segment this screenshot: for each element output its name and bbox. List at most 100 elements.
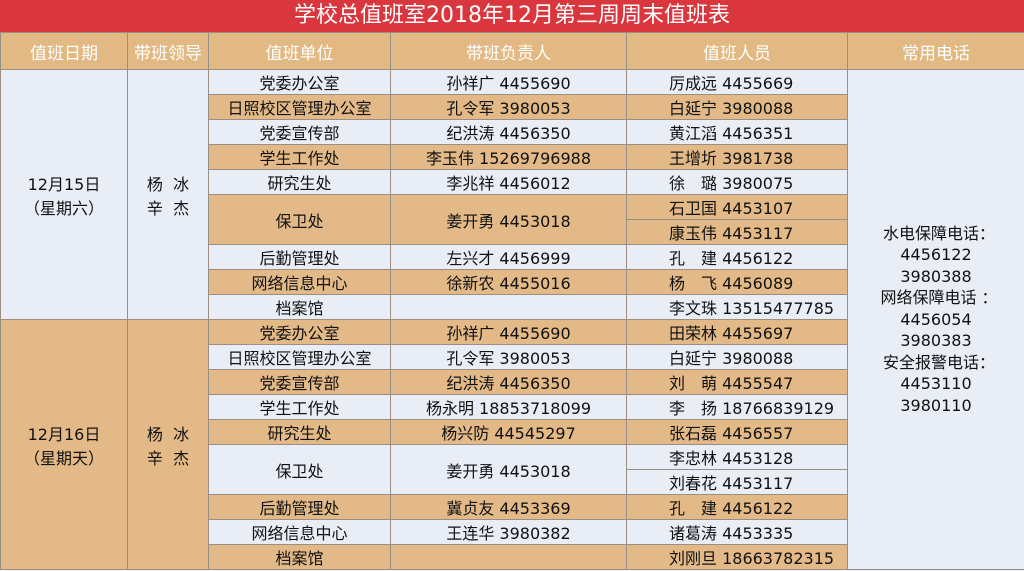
head-cell: 纪洪涛 4456350 xyxy=(390,119,627,145)
date: 12月16日 xyxy=(27,424,101,444)
weekday: （星期天） xyxy=(23,448,104,468)
staff-cell: 杨 飞 4456089 xyxy=(626,269,848,295)
header-staff: 值班人员 xyxy=(626,32,848,70)
header-head: 带班负责人 xyxy=(390,32,627,70)
head-cell: 李兆祥 4456012 xyxy=(390,169,627,195)
phone-label: 网络保障电话 ： xyxy=(880,288,998,308)
unit-cell: 保卫处 xyxy=(208,444,391,495)
phone-label: 水电保障电话： xyxy=(882,223,995,243)
head-cell: 徐新农 4455016 xyxy=(390,269,627,295)
head-cell xyxy=(390,294,627,320)
unit-cell: 日照校区管理办公室 xyxy=(208,94,391,120)
table-row: 学生工作处 杨永明 18853718099 李 扬 18766839129 xyxy=(1,394,1024,420)
staff-cell: 白延宁 3980088 xyxy=(626,94,848,120)
header-unit: 值班单位 xyxy=(208,32,391,70)
phone-number: 4453110 xyxy=(900,374,972,394)
phone-number: 4456122 xyxy=(900,245,972,265)
phone-number: 3980388 xyxy=(900,266,972,286)
unit-cell: 后勤管理处 xyxy=(208,244,391,270)
phone-label: 安全报警电话： xyxy=(882,352,995,372)
leader-cell: 杨 冰辛 杰 xyxy=(127,319,209,570)
table-row: 12月15日 （星期六）杨 冰辛 杰党委办公室 孙祥广 4455690 厉成远 445… xyxy=(0,69,1024,570)
phone-number: 3980110 xyxy=(900,395,972,415)
head-cell: 姜开勇 4453018 xyxy=(390,194,627,245)
date-cell: 12月15日 （星期六） xyxy=(0,69,128,320)
table-row: 日照校区管理办公室 孔令军 3980053 白延宁 3980088 xyxy=(1,344,1024,370)
table-row: 网络信息中心 徐新农 4455016 杨 飞 4456089 xyxy=(1,269,1024,295)
head-cell: 杨兴防 44545297 xyxy=(390,419,627,445)
unit-cell: 保卫处 xyxy=(208,194,391,245)
table-row: 日照校区管理办公室 孔令军 3980053 白延宁 3980088 xyxy=(1,94,1024,120)
unit-cell: 档案馆 xyxy=(208,294,391,320)
head-cell: 孔令军 3980053 xyxy=(390,344,627,370)
phone-number: 4456054 xyxy=(900,309,972,329)
table-row: 档案馆 李文珠 13515477785 xyxy=(1,294,1024,320)
unit-cell: 档案馆 xyxy=(208,544,391,570)
unit-cell: 学生工作处 xyxy=(208,144,391,170)
staff-cell: 石卫国 4453107 xyxy=(626,194,848,220)
head-cell: 冀贞友 4453369 xyxy=(390,494,627,520)
header-leader: 带班领导 xyxy=(127,32,209,70)
leader-cell: 杨 冰辛 杰 xyxy=(127,69,209,320)
page-title: 学校总值班室2018年12月第三周周末值班表 xyxy=(0,0,1024,32)
unit-cell: 学生工作处 xyxy=(208,394,391,420)
staff-cell: 厉成远 4455669 xyxy=(626,69,848,95)
unit-cell: 日照校区管理办公室 xyxy=(208,344,391,370)
table-row: 12月16日 （星期天）杨 冰辛 杰党委办公室 孙祥广 4455690 田荣林 445… xyxy=(0,319,1024,570)
staff-cell: 刘 萌 4455547 xyxy=(626,369,848,395)
table-row: 档案馆 刘刚旦 18663782315 xyxy=(1,544,1024,570)
unit-cell: 网络信息中心 xyxy=(208,269,391,295)
staff-cell: 刘春花 4453117 xyxy=(626,469,848,495)
unit-cell: 党委办公室 xyxy=(208,319,391,345)
table-row: 网络信息中心 王连华 3980382 诸葛涛 4453335 xyxy=(1,519,1024,545)
head-cell: 孙祥广 4455690 xyxy=(390,69,627,95)
head-cell: 姜开勇 4453018 xyxy=(390,444,627,495)
table-row: 党委宣传部 纪洪涛 4456350 黄江滔 4456351 xyxy=(1,119,1024,145)
table-row: 学生工作处 李玉伟 15269796988 王增圻 3981738 xyxy=(1,144,1024,170)
unit-cell: 研究生处 xyxy=(208,419,391,445)
duty-table: 值班日期 带班领导 值班单位 带班负责人 值班人员 常用电话 12月15日 （星期… xyxy=(0,32,1024,570)
staff-cell: 田荣林 4455697 xyxy=(626,319,848,345)
staff-cell: 白延宁 3980088 xyxy=(626,344,848,370)
staff-cell: 康玉伟 4453117 xyxy=(626,219,848,245)
staff-cell: 孔 建 4456122 xyxy=(626,244,848,270)
head-cell: 纪洪涛 4456350 xyxy=(390,369,627,395)
staff-cell: 徐 璐 3980075 xyxy=(626,169,848,195)
head-cell: 杨永明 18853718099 xyxy=(390,394,627,420)
leader: 辛 杰 xyxy=(146,448,190,468)
phones-cell: 水电保障电话： 4456122 3980388 网络保障电话 ： 4456054 3980… xyxy=(847,69,1024,570)
unit-cell: 后勤管理处 xyxy=(208,494,391,520)
head-cell: 孔令军 3980053 xyxy=(390,94,627,120)
phone-number: 3980383 xyxy=(900,331,972,351)
leader: 辛 杰 xyxy=(146,198,190,218)
weekday: （星期六） xyxy=(23,198,104,218)
staff-cell: 李忠林 4453128 xyxy=(626,444,848,470)
staff-cell: 刘刚旦 18663782315 xyxy=(626,544,848,570)
head-cell xyxy=(390,544,627,570)
head-cell: 李玉伟 15269796988 xyxy=(390,144,627,170)
unit-cell: 研究生处 xyxy=(208,169,391,195)
staff-cell: 李 扬 18766839129 xyxy=(626,394,848,420)
unit-cell: 党委宣传部 xyxy=(208,119,391,145)
date: 12月15日 xyxy=(27,174,101,194)
unit-cell: 党委宣传部 xyxy=(208,369,391,395)
staff-cell: 诸葛涛 4453335 xyxy=(626,519,848,545)
header-row: 值班日期 带班领导 值班单位 带班负责人 值班人员 常用电话 xyxy=(0,32,1024,70)
leader: 杨 冰 xyxy=(146,424,190,444)
table-row: 康玉伟 4453117 xyxy=(1,219,1024,245)
table-row: 后勤管理处 冀贞友 4453369 孔 建 4456122 xyxy=(1,494,1024,520)
header-phones: 常用电话 xyxy=(847,32,1024,70)
unit-cell: 网络信息中心 xyxy=(208,519,391,545)
staff-cell: 李文珠 13515477785 xyxy=(626,294,848,320)
table-row: 研究生处 李兆祥 4456012 徐 璐 3980075 xyxy=(1,169,1024,195)
leader: 杨 冰 xyxy=(146,174,190,194)
staff-cell: 孔 建 4456122 xyxy=(626,494,848,520)
head-cell: 王连华 3980382 xyxy=(390,519,627,545)
date-cell: 12月16日 （星期天） xyxy=(0,319,128,570)
header-date: 值班日期 xyxy=(0,32,128,70)
table-row: 保卫处 姜开勇 4453018 石卫国 4453107 xyxy=(1,194,1024,245)
staff-cell: 张石磊 4456557 xyxy=(626,419,848,445)
table-row: 研究生处 杨兴防 44545297 张石磊 4456557 xyxy=(1,419,1024,445)
staff-cell: 王增圻 3981738 xyxy=(626,144,848,170)
head-cell: 孙祥广 4455690 xyxy=(390,319,627,345)
